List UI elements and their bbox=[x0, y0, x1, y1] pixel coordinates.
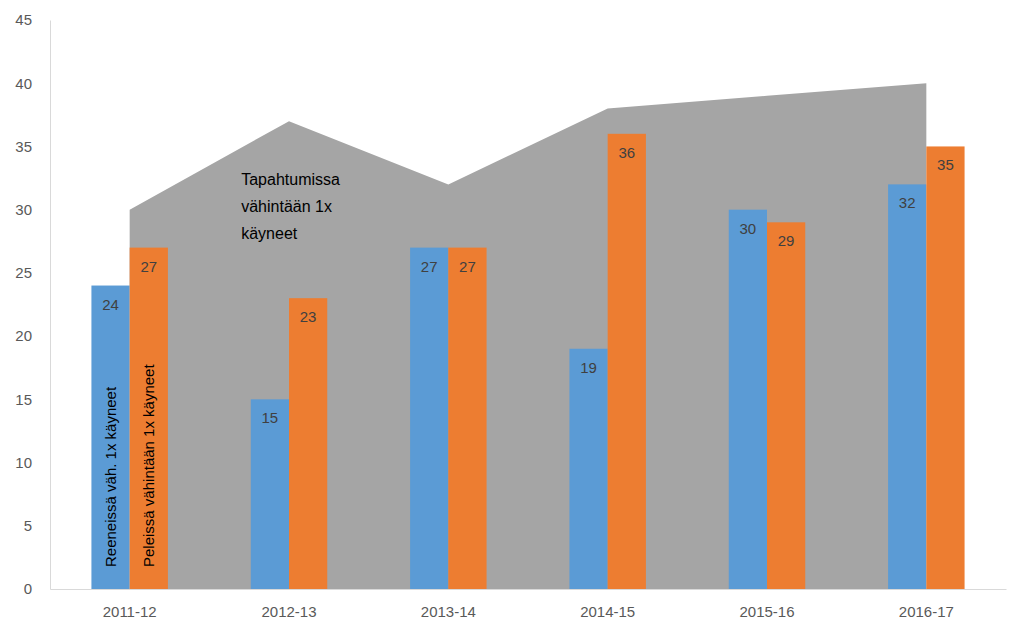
y-tick-label: 5 bbox=[24, 517, 32, 534]
bar bbox=[251, 399, 289, 589]
x-tick: 2015-16 bbox=[739, 589, 794, 620]
chart: Tapahtumissa vähintään 1x käyneet 24 15 27 19 3… bbox=[0, 0, 1023, 638]
plot: Tapahtumissa vähintään 1x käyneet 24 15 27 19 3… bbox=[15, 11, 1006, 619]
y-tick: 30 bbox=[15, 201, 50, 218]
y-tick: 40 bbox=[15, 75, 50, 92]
area bbox=[130, 83, 927, 589]
bar bbox=[767, 222, 805, 589]
data-label: 32 bbox=[899, 194, 916, 211]
data-label: 23 bbox=[300, 308, 317, 325]
x-tick: 2013-14 bbox=[421, 589, 476, 620]
data-label: 36 bbox=[618, 144, 635, 161]
bar bbox=[448, 248, 486, 589]
bar bbox=[888, 184, 926, 589]
data-label: 30 bbox=[740, 220, 757, 237]
y-tick: 15 bbox=[15, 391, 50, 408]
y-tick-label: 35 bbox=[15, 138, 32, 155]
x-tick-label: 2014-15 bbox=[580, 603, 635, 620]
data-label: 24 bbox=[102, 296, 119, 313]
legend-label: Reeneissä väh. 1x käyneet bbox=[102, 386, 119, 567]
y-tick: 20 bbox=[15, 327, 50, 344]
data-label: 27 bbox=[459, 258, 476, 275]
x-tick-label: 2016-17 bbox=[899, 603, 954, 620]
bar bbox=[410, 248, 448, 589]
y-tick-label: 25 bbox=[15, 264, 32, 281]
y-tick-label: 10 bbox=[15, 454, 32, 471]
y-tick-label: 40 bbox=[15, 75, 32, 92]
bar bbox=[608, 134, 646, 589]
y-tick-label: 0 bbox=[24, 580, 32, 597]
data-label: 27 bbox=[421, 258, 438, 275]
x-tick: 2012-13 bbox=[261, 589, 316, 620]
data-label: 15 bbox=[262, 409, 279, 426]
y-axis-line bbox=[50, 21, 51, 590]
y-tick: 0 bbox=[24, 580, 50, 597]
area-label-line: käyneet bbox=[241, 225, 298, 242]
y-tick: 5 bbox=[24, 517, 50, 534]
legend-label: Peleissä vähintään 1x käyneet bbox=[140, 364, 157, 567]
x-tick-label: 2012-13 bbox=[261, 603, 316, 620]
data-label: 29 bbox=[778, 232, 795, 249]
x-tick: 2016-17 bbox=[899, 589, 954, 620]
texts: Tapahtumissa vähintään 1x käyneet 24 15 27 19 3… bbox=[102, 144, 954, 567]
x-tick-label: 2011-12 bbox=[103, 603, 157, 620]
bar bbox=[289, 298, 327, 589]
x-axis: 2011-12 2012-13 2013-14 2014-15 2015-16 2016-… bbox=[51, 589, 1007, 620]
bar bbox=[926, 146, 964, 589]
x-tick-label: 2015-16 bbox=[739, 603, 794, 620]
x-tick: 2014-15 bbox=[580, 589, 635, 620]
x-axis-line bbox=[51, 589, 1007, 590]
bar bbox=[130, 248, 168, 589]
y-tick: 35 bbox=[15, 138, 50, 155]
area-label-line: Tapahtumissa bbox=[241, 171, 340, 188]
x-tick: 2011-12 bbox=[103, 589, 157, 620]
area-label: Tapahtumissa vähintään 1x käyneet bbox=[241, 171, 340, 242]
y-tick-label: 30 bbox=[15, 201, 32, 218]
data-label: 27 bbox=[140, 258, 157, 275]
area-label-line: vähintään 1x bbox=[241, 198, 332, 215]
data-label: 35 bbox=[937, 156, 954, 173]
y-tick: 25 bbox=[15, 264, 50, 281]
bar bbox=[91, 286, 129, 589]
bar bbox=[569, 349, 607, 589]
y-tick-label: 15 bbox=[15, 391, 32, 408]
bar bbox=[729, 210, 767, 589]
x-tick-label: 2013-14 bbox=[421, 603, 476, 620]
data-label: 19 bbox=[580, 359, 597, 376]
marks bbox=[91, 83, 964, 589]
y-tick: 10 bbox=[15, 454, 50, 471]
y-tick-label: 45 bbox=[15, 11, 32, 28]
y-axis: 0 5 10 15 20 25 30 35 40 45 bbox=[15, 11, 50, 597]
y-tick-label: 20 bbox=[15, 327, 32, 344]
y-tick: 45 bbox=[15, 11, 50, 28]
